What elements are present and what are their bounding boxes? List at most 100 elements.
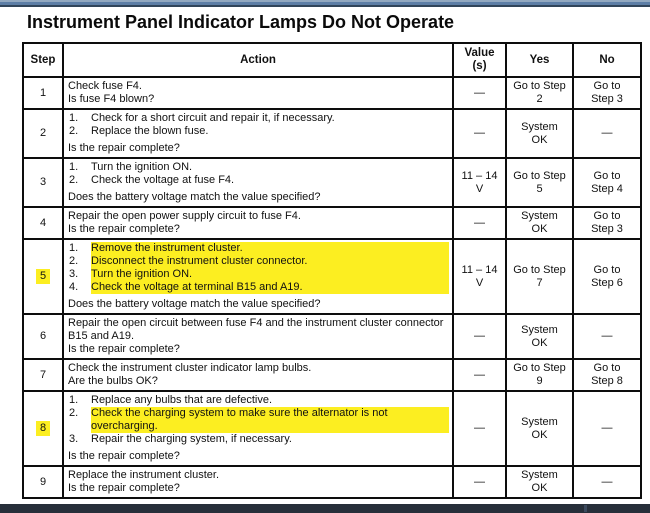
value-cell: 11 – 14 V [452, 157, 507, 208]
no-cell: Go to Step 6 [572, 238, 642, 315]
action-cell: 1. Turn the ignition ON. 2. Check the volta… [62, 157, 454, 208]
no-cell: Go to Step 3 [572, 76, 642, 110]
value-cell: — [452, 206, 507, 240]
action-question: Does the battery voltage match the value… [68, 298, 321, 310]
step-number: 1 [39, 86, 47, 99]
table-row: 3 1. Turn the ignition ON. 2. Check the volt… [22, 157, 642, 208]
action-list-item: 1. Check for a short circuit and repair i… [67, 112, 449, 125]
yes-cell: System OK [505, 390, 574, 467]
step-number: 7 [39, 368, 47, 381]
action-lead-text: Check the instrument cluster indicator l… [68, 362, 312, 374]
action-lead-text: Replace the instrument cluster. [68, 469, 220, 481]
step-cell: 9 [22, 465, 64, 499]
step-number: 2 [39, 127, 47, 139]
table-row: 6 Repair the open circuit between fuse F4… [22, 313, 642, 360]
yes-cell: System OK [505, 206, 574, 240]
header-step: Step [22, 42, 64, 78]
yes-cell: Go to Step 5 [505, 157, 574, 208]
value-cell: — [452, 390, 507, 467]
yes-cell: Go to Step 2 [505, 76, 574, 110]
step-cell: 6 [22, 313, 64, 360]
action-lead-text: Check fuse F4. [68, 80, 142, 92]
action-cell: 1. Remove the instrument cluster. 2. Discon… [62, 238, 454, 315]
action-cell: Repair the open circuit between fuse F4 … [62, 313, 454, 360]
table-header: Step Action Value (s) Yes No [22, 42, 642, 78]
action-lead-text: Repair the open circuit between fuse F4 … [68, 317, 444, 342]
page-title: Instrument Panel Indicator Lamps Do Not … [27, 12, 455, 32]
value-cell: — [452, 313, 507, 360]
step-cell: 7 [22, 358, 64, 392]
action-cell: 1. Check for a short circuit and repair i… [62, 108, 454, 159]
list-item-number: 1. [69, 394, 79, 406]
list-item-number: 1. [69, 242, 79, 254]
table-row: 8 1. Replace any bulbs that are defective.… [22, 390, 642, 467]
step-cell: 1 [22, 76, 64, 110]
action-list-item: 2. Disconnect the instrument cluster conn… [67, 255, 449, 268]
action-question: Is the repair complete? [68, 450, 180, 462]
no-cell: Go to Step 3 [572, 206, 642, 240]
highlighted-text: Turn the ignition ON. [91, 268, 449, 281]
table-row: 2 1. Check for a short circuit and repair … [22, 108, 642, 159]
action-cell: Repair the open power supply circuit to … [62, 206, 454, 240]
step-number: 9 [39, 475, 47, 488]
no-cell: — [572, 108, 642, 159]
step-cell: 8 [22, 390, 64, 467]
action-item-text: Replace any bulbs that are defective. [91, 394, 273, 406]
table-row: 4 Repair the open power supply circuit to… [22, 206, 642, 240]
highlighted-text: Disconnect the instrument cluster connec… [91, 255, 449, 268]
step-cell: 5 [22, 238, 64, 315]
list-item-number: 3. [69, 433, 79, 445]
action-list-item: 2. Check the charging system to make sure… [67, 407, 449, 433]
header-row: Step Action Value (s) Yes No [22, 42, 642, 78]
action-question: Is fuse F4 blown? [68, 93, 155, 105]
list-item-number: 1. [69, 161, 79, 173]
window-top-edge-bar [0, 0, 650, 7]
list-item-number: 1. [69, 112, 79, 124]
list-item-number: 4. [69, 281, 79, 293]
table-body: 1 Check fuse F4. Is fuse F4 blown? — Go to S… [22, 76, 642, 499]
step-number: 4 [39, 216, 47, 229]
no-cell: Go to Step 8 [572, 358, 642, 392]
highlighted-step-number: 8 [35, 421, 51, 436]
value-cell: 11 – 14 V [452, 238, 507, 315]
step-cell: 4 [22, 206, 64, 240]
action-list-item: 2. Check the voltage at fuse F4. [67, 174, 449, 187]
action-list-item: 1. Replace any bulbs that are defective. [67, 394, 449, 407]
yes-cell: System OK [505, 465, 574, 499]
no-cell: Go to Step 4 [572, 157, 642, 208]
action-cell: 1. Replace any bulbs that are defective. 2… [62, 390, 454, 467]
highlighted-text: Check the charging system to make sure t… [91, 407, 449, 433]
highlighted-text: Check the voltage at terminal B15 and A1… [91, 281, 449, 294]
list-item-number: 2. [69, 125, 79, 137]
action-item-text: Repair the charging system, if necessary… [91, 433, 292, 445]
action-list-item: 1. Remove the instrument cluster. [67, 242, 449, 255]
action-cell: Replace the instrument cluster. Is the re… [62, 465, 454, 499]
yes-cell: System OK [505, 313, 574, 360]
list-item-number: 2. [69, 407, 79, 419]
header-values: Value (s) [452, 42, 507, 78]
action-lead-text: Repair the open power supply circuit to … [68, 210, 301, 222]
highlighted-step-number: 5 [35, 269, 51, 284]
value-cell: — [452, 108, 507, 159]
action-question: Is the repair complete? [68, 343, 180, 355]
header-action: Action [62, 42, 454, 78]
step-cell: 3 [22, 157, 64, 208]
action-question: Does the battery voltage match the value… [68, 191, 321, 203]
step-number: 3 [39, 176, 47, 188]
table-row: 1 Check fuse F4. Is fuse F4 blown? — Go to S… [22, 76, 642, 110]
table-row: 5 1. Remove the instrument cluster. 2. Disco… [22, 238, 642, 315]
highlighted-text: Remove the instrument cluster. [91, 242, 449, 255]
value-cell: — [452, 76, 507, 110]
yes-cell: Go to Step 9 [505, 358, 574, 392]
value-cell: — [452, 465, 507, 499]
no-cell: — [572, 313, 642, 360]
action-item-text: Check the voltage at fuse F4. [91, 174, 235, 186]
value-cell: — [452, 358, 507, 392]
step-number: 6 [39, 330, 47, 342]
action-item-text: Replace the blown fuse. [91, 125, 209, 137]
action-cell: Check the instrument cluster indicator l… [62, 358, 454, 392]
header-no: No [572, 42, 642, 78]
diagnostic-steps-table: Step Action Value (s) Yes No 1 Check fuse… [22, 42, 642, 499]
list-item-number: 3. [69, 268, 79, 280]
yes-cell: System OK [505, 108, 574, 159]
